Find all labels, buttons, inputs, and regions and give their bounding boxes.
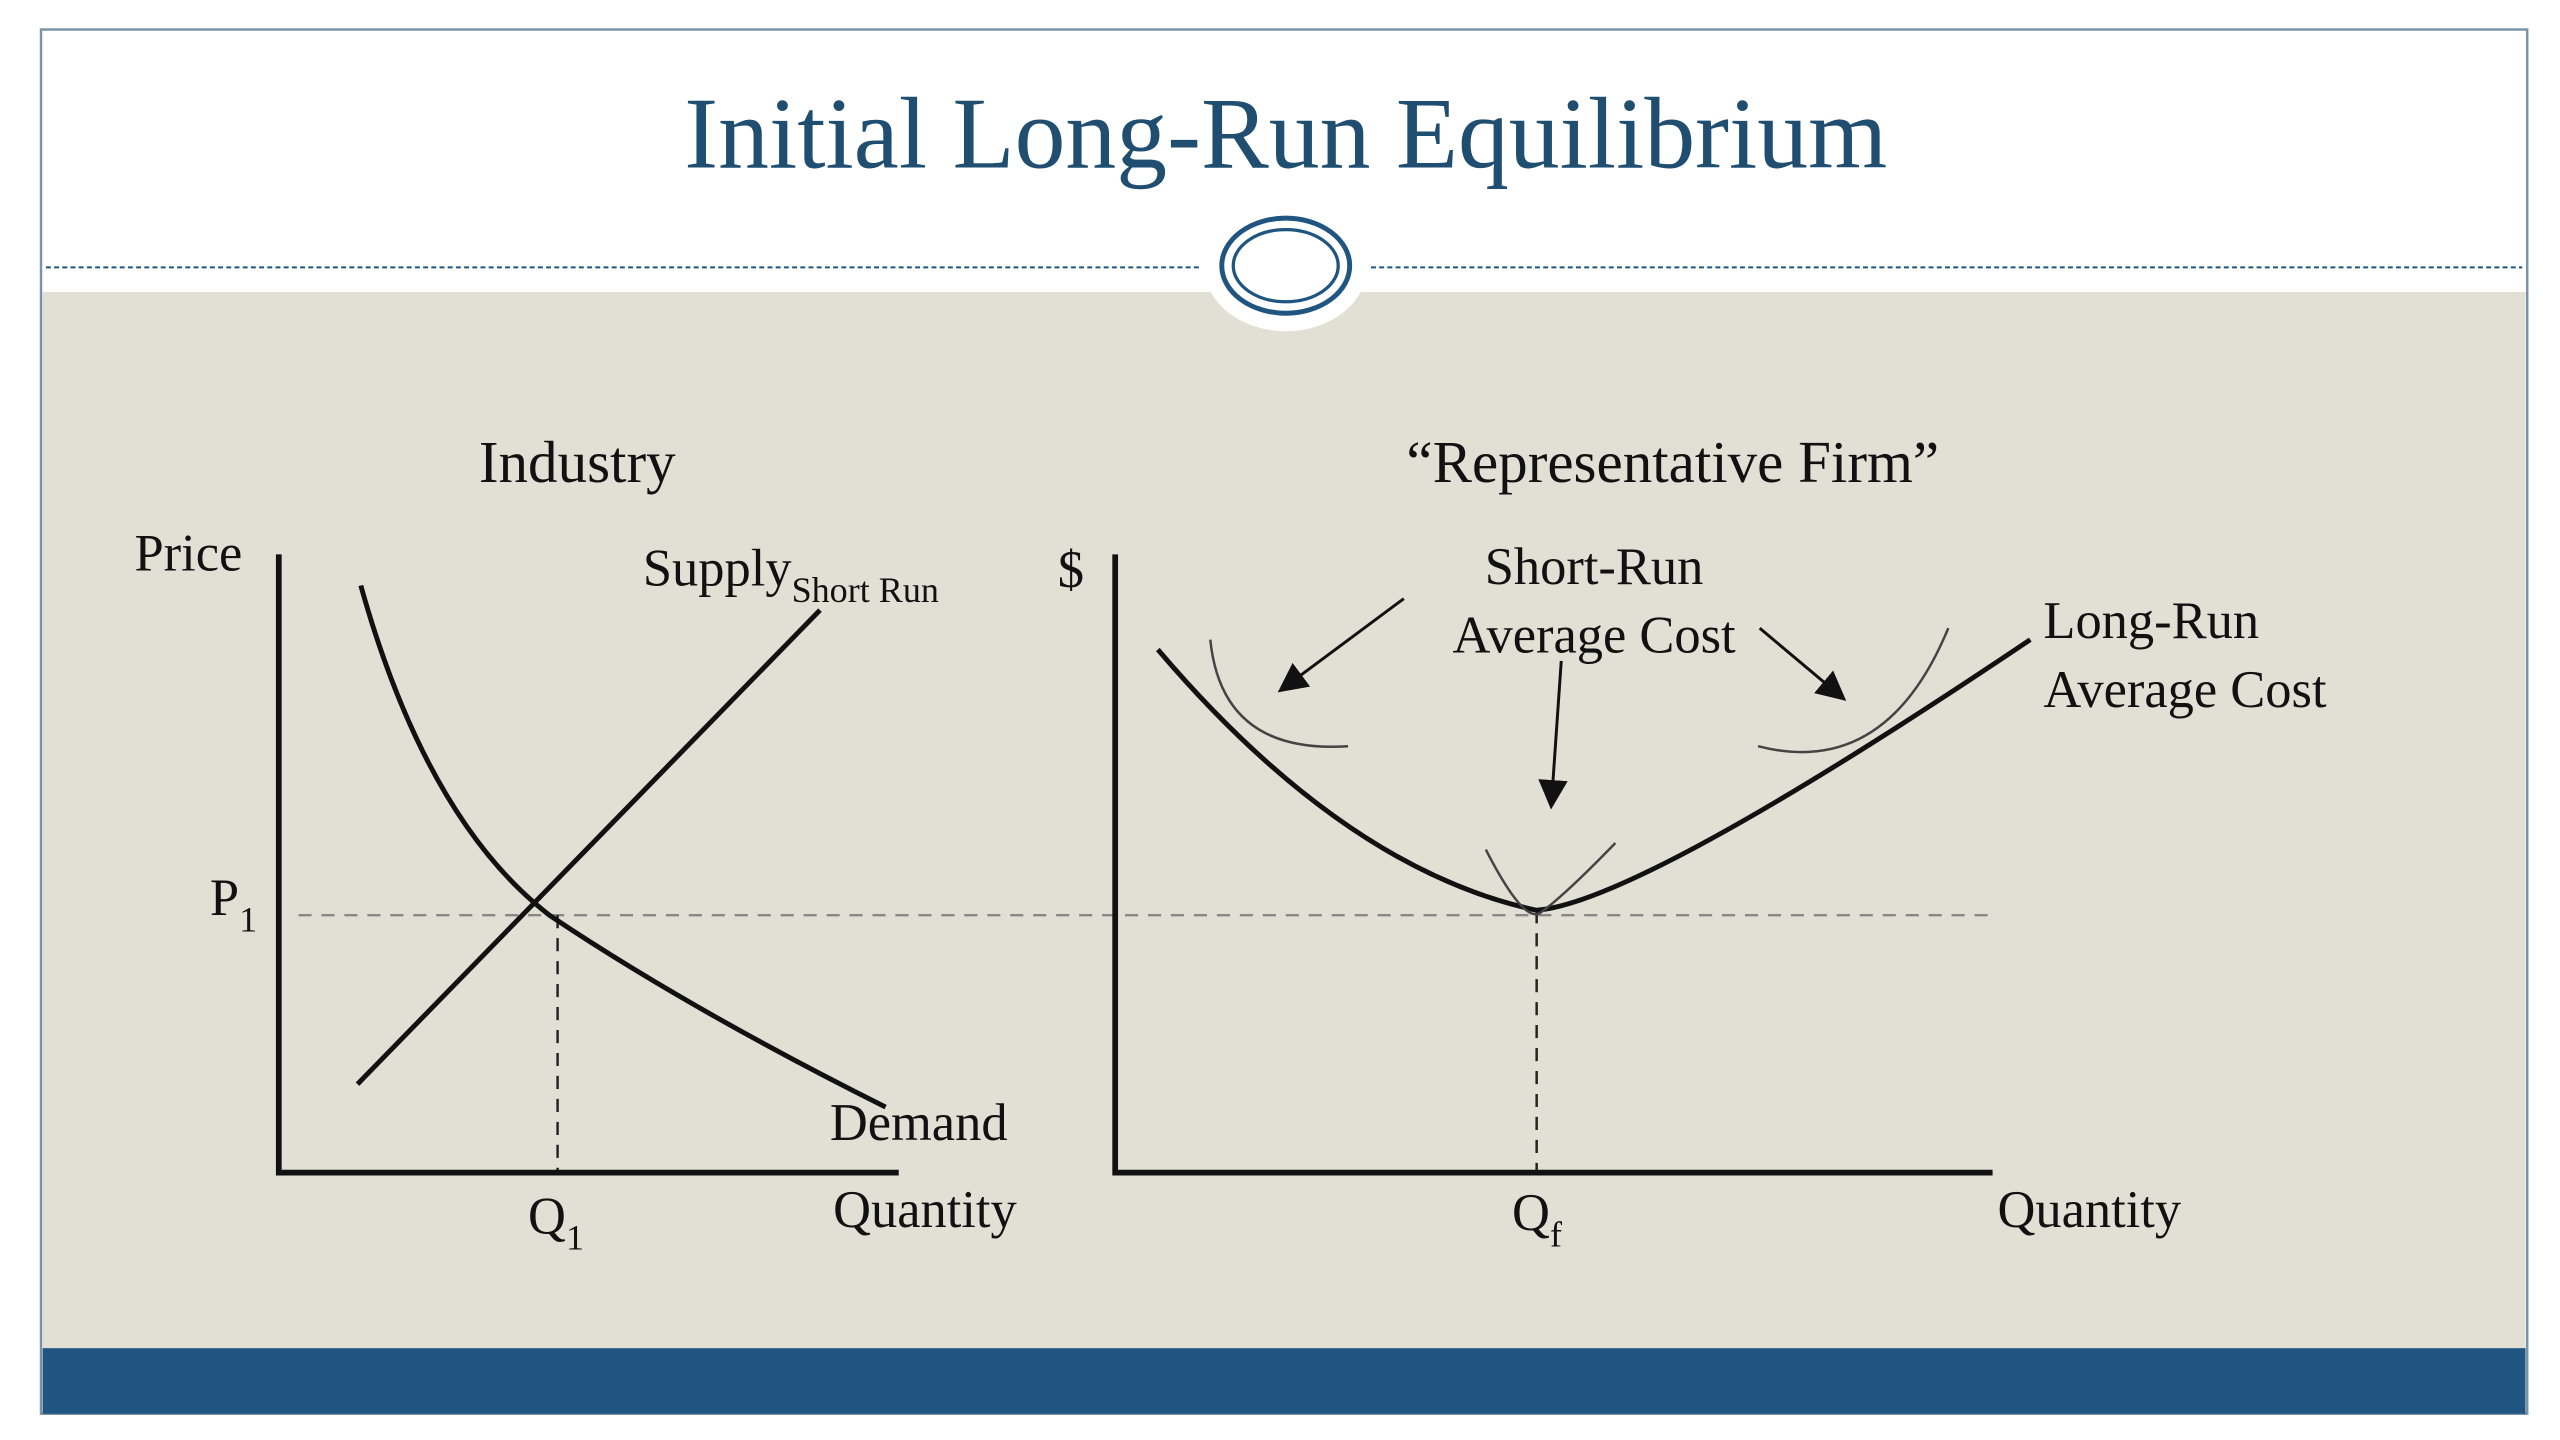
y-axis-label: $ (1058, 541, 1084, 599)
ornament (1219, 215, 1353, 316)
supply-label: SupplyShort Run (643, 540, 939, 610)
long-run-label: Average Cost (2043, 661, 2327, 719)
arrow (1277, 597, 1405, 693)
long-run-label: Long-Run (2043, 592, 2259, 650)
quantity-label: Q1 (528, 1187, 584, 1257)
quantity-sub: 1 (566, 1218, 584, 1258)
long-run-average-cost-curve (1155, 637, 2032, 913)
ornament (1203, 200, 1368, 332)
short-run-label: Short-Run (1485, 538, 1704, 596)
arrow (1538, 660, 1568, 810)
quantity-sub: f (1550, 1214, 1563, 1254)
supply-text: Supply (643, 540, 792, 598)
quantity-label: Qf (1512, 1184, 1563, 1254)
short-run-average-cost-curve (1757, 627, 1950, 754)
axes (275, 554, 899, 1176)
y-axis-label: Price (134, 525, 242, 583)
panel-title: Industry (479, 429, 676, 495)
short-run-average-cost-curve (1484, 842, 1617, 916)
axes (1112, 554, 1993, 1176)
slide-title: Initial Long-Run Equilibrium (684, 76, 1887, 189)
ornament (1231, 227, 1340, 304)
price-text: P (210, 869, 239, 927)
quantity-text: Q (528, 1187, 566, 1245)
price-label: P1 (210, 869, 257, 939)
arrow (1758, 627, 1847, 701)
x-axis-label: Quantity (1997, 1181, 2181, 1239)
demand-curve (358, 584, 887, 1110)
x-axis-label: Quantity (833, 1181, 1017, 1239)
price-sub: 1 (239, 900, 257, 940)
footer-band (42, 1348, 2526, 1414)
demand-label: Demand (830, 1094, 1008, 1152)
short-run-label: Average Cost (1452, 607, 1736, 665)
short-run-average-cost-curve (1209, 639, 1349, 749)
panel-title: “Representative Firm” (1406, 429, 1939, 495)
supply-sub: Short Run (792, 570, 939, 610)
quantity-text: Q (1512, 1184, 1550, 1242)
supply-curve (355, 608, 822, 1086)
